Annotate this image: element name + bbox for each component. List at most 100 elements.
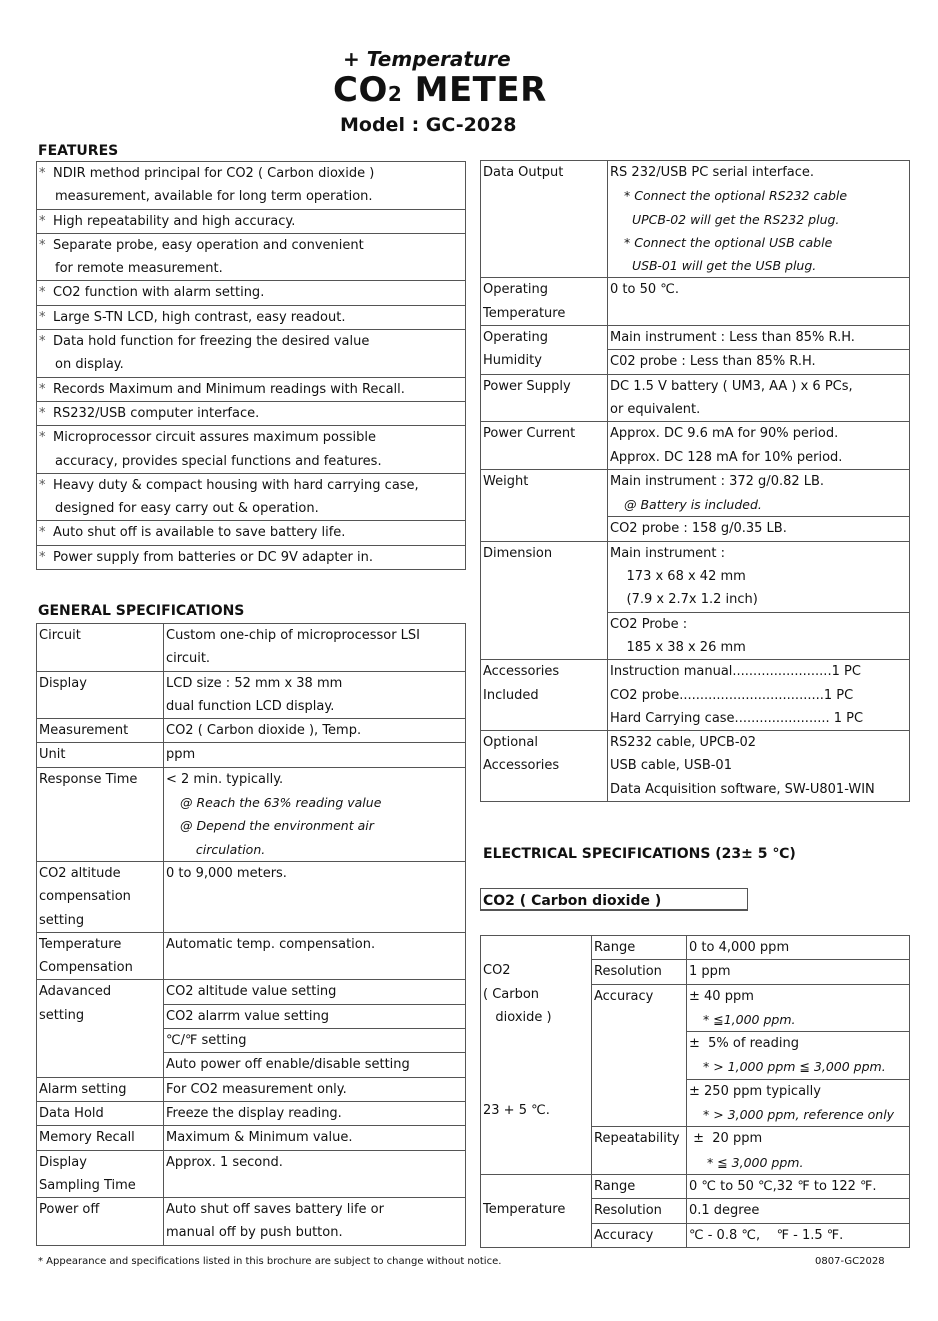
text-line: 0 to 50 ℃. — [610, 282, 679, 298]
spec-value: LCD size : 52 mm x 38 mm dual function LC… — [163, 670, 466, 720]
text-line: Hard Carrying case......................… — [610, 710, 864, 726]
spec-row: Optional Accessories RS232 cable, UPCB-02 U… — [480, 730, 910, 803]
text-line: ℃ - 0.8 ℃, ℉ - 1.5 ℉. — [689, 1227, 844, 1243]
spec-row: Display Sampling Time Approx. 1 second. — [36, 1149, 466, 1199]
text-line: * High repeatability and high accuracy. — [39, 210, 463, 233]
text-line: C02 probe : Less than 85% R.H. — [610, 354, 816, 370]
spec-row: Power Supply DC 1.5 V battery ( UM3, AA )… — [480, 373, 910, 423]
text-line: Weight — [483, 473, 529, 489]
footer-note: * Appearance and specifications listed i… — [38, 1256, 502, 1267]
feature-text: Heavy duty & compact housing with hard c… — [53, 477, 419, 493]
text-line: CO2 altitude — [39, 865, 121, 881]
text-line: Custom one-chip of microprocessor LSI — [166, 628, 421, 643]
spec-label: Weight — [480, 468, 608, 542]
text-line — [483, 1175, 589, 1198]
spec-value: Main instrument : 173 x 68 x 42 mm (7.9 … — [607, 540, 910, 613]
spec-row: Temperature Range 0 ℃ to 50 ℃,32 ℉ to 122 … — [480, 1173, 910, 1248]
feature-item: * Heavy duty & compact housing with hard … — [36, 472, 466, 522]
text-line: Approx. 1 second. — [166, 1154, 283, 1170]
spec-label: Accessories Included — [480, 659, 608, 732]
text-line: Sampling Time — [39, 1177, 136, 1193]
feature-cell: * Separate probe, easy operation and conv… — [36, 232, 466, 282]
text-line: Resolution — [594, 964, 662, 980]
text-line: CO2 — [483, 963, 511, 979]
text-line: Power off — [39, 1202, 100, 1218]
param-name: Resolution — [591, 1198, 687, 1224]
text-line: measurement, available for long term ope… — [39, 185, 463, 208]
document-code: 0807-GC2028 — [815, 1256, 885, 1267]
general-specs-table: Circuit Custom one-chip of microprocessor… — [36, 623, 466, 1246]
text-line: Memory Recall — [39, 1130, 135, 1146]
feature-item: * Auto shut off is available to save batt… — [36, 520, 466, 546]
text-line: dioxide ) — [483, 1009, 552, 1025]
text-line: Display — [39, 1154, 87, 1170]
specs-right-table: Data Output RS 232/USB PC serial interfac… — [480, 159, 910, 803]
feature-item: * Large S-TN LCD, high contrast, easy rea… — [36, 304, 466, 331]
feature-item: * RS232/USB computer interface. — [36, 400, 466, 427]
param-name: Repeatability — [591, 1126, 687, 1175]
spec-row: Measurement CO2 ( Carbon dioxide ), Temp. — [36, 718, 466, 744]
text-line: circuit. — [166, 651, 211, 667]
text-line: Measurement — [39, 723, 129, 739]
feature-text: CO2 function with alarm setting. — [53, 285, 265, 301]
feature-item: * Data hold function for freezing the des… — [36, 329, 466, 378]
electrical-specs-table: CO2 ( Carbon dioxide ) 23 + 5 ℃. Range 0 to … — [480, 934, 910, 1248]
text-line: * Data hold function for freezing the des… — [39, 330, 463, 353]
text-line: Automatic temp. compensation. — [166, 936, 376, 952]
text-line: 23 + 5 ℃. — [483, 1103, 550, 1119]
spec-row: Auto power off enable/disable setting — [37, 1052, 466, 1078]
text-line: USB cable, USB-01 — [610, 758, 732, 774]
general-specs-heading: GENERAL SPECIFICATIONS — [38, 603, 245, 619]
text-line — [483, 1146, 589, 1169]
text-line: Power Supply — [483, 378, 571, 394]
bullet-icon: * — [39, 237, 46, 253]
spec-value: CO2 altitude value setting — [163, 979, 466, 1005]
spec-row: CO2 altitude compensation setting 0 to 9,00… — [36, 860, 466, 933]
title-meter: METER — [402, 70, 547, 110]
spec-label: Data Output — [480, 159, 608, 279]
text-line: Dimension — [483, 545, 553, 561]
feature-text: Power supply from batteries or DC 9V ada… — [53, 549, 373, 565]
spec-label: Memory Recall — [36, 1125, 164, 1151]
spec-value: Instruction manual......................… — [607, 659, 910, 732]
model-number: Model : GC-2028 — [340, 114, 517, 136]
text-line: @ Battery is included. — [624, 497, 762, 513]
text-line: Alarm setting — [39, 1081, 127, 1097]
spec-value: C02 probe : Less than 85% R.H. — [607, 349, 910, 375]
text-line: Display — [39, 675, 87, 691]
text-line: Compensation — [39, 960, 133, 976]
text-line: Main instrument : — [610, 545, 725, 561]
text-line: Accessories — [483, 664, 560, 680]
spec-label: Unit — [36, 742, 164, 768]
spec-value: Automatic temp. compensation. — [163, 931, 466, 981]
spec-label: Display — [36, 670, 164, 720]
param-value: 0 to 4,000 ppm — [686, 934, 910, 961]
spec-value: Auto shut off saves battery life or manua… — [163, 1197, 466, 1246]
spec-label: Response Time — [36, 766, 164, 862]
text-line: 0 to 9,000 meters. — [166, 865, 287, 881]
param-value: ± 5% of reading * > 1,000 ppm ≦ 3,000 ppm… — [686, 1031, 910, 1080]
spec-row: Data Hold Freeze the display reading. — [36, 1100, 466, 1127]
feature-cell: * Power supply from batteries or DC 9V ad… — [36, 544, 466, 571]
page-title: CO2 METER — [333, 70, 547, 110]
spec-row: CO2 alarrm value setting — [37, 1003, 466, 1030]
text-line: setting — [39, 1007, 85, 1023]
spec-label: Dimension — [480, 540, 608, 661]
text-line — [166, 956, 463, 979]
title-co: CO — [333, 70, 388, 110]
param-name: Range — [591, 1173, 687, 1200]
text-line: ℃/℉ setting — [166, 1033, 247, 1049]
text-line: @ Reach the 63% reading value — [180, 795, 382, 811]
param-value: ℃ - 0.8 ℃, ℉ - 1.5 ℉. — [686, 1222, 910, 1248]
text-line: RS232 cable, UPCB-02 — [610, 735, 757, 751]
param-value: 0.1 degree — [686, 1198, 910, 1224]
text-line: 185 x 38 x 26 mm — [610, 639, 746, 655]
spec-label: Operating Temperature — [480, 277, 608, 327]
spec-label: Temperature Compensation — [36, 931, 164, 981]
bullet-icon: * — [39, 334, 46, 350]
spec-row: Adavanced setting CO2 altitude value setti… — [36, 979, 466, 1078]
text-line: * Large S-TN LCD, high contrast, easy rea… — [39, 306, 463, 329]
text-line: * > 3,000 ppm, reference only — [703, 1107, 895, 1123]
text-line: Data Output — [483, 165, 564, 180]
